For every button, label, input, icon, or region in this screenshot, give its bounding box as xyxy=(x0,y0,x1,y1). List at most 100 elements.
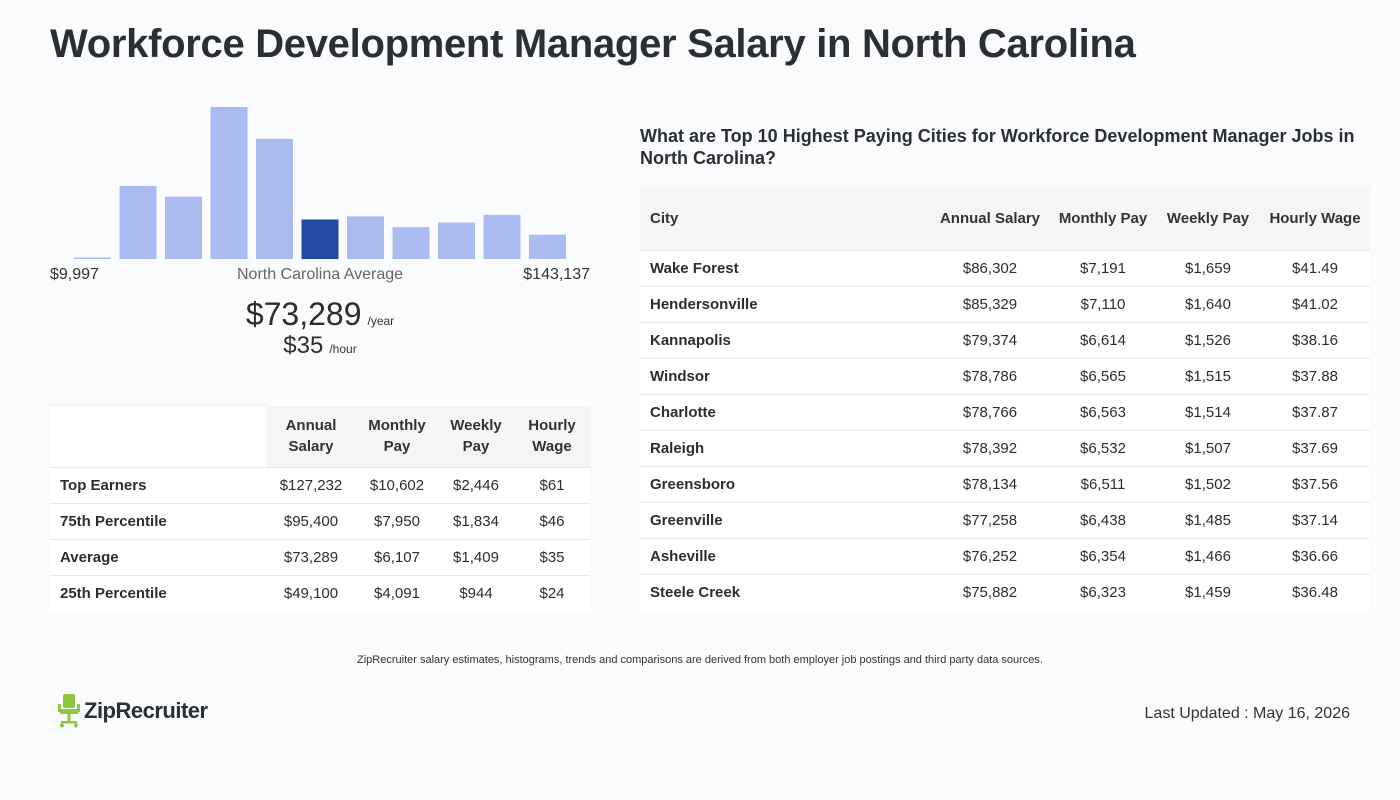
percentile-cell: $35 xyxy=(514,539,590,576)
city-name: Wake Forest xyxy=(640,249,930,286)
city-cell: $85,329 xyxy=(930,285,1050,322)
percentile-cell: $24 xyxy=(514,575,590,612)
cities-header-monthly: Monthly Pay xyxy=(1050,188,1156,250)
percentile-header-hourly: Hourly Wage xyxy=(514,405,590,468)
percentile-cell: $6,107 xyxy=(356,539,438,576)
city-cell: $75,882 xyxy=(930,573,1050,610)
percentile-cell: $4,091 xyxy=(356,575,438,612)
city-cell: $1,640 xyxy=(1156,285,1260,322)
city-cell: $36.66 xyxy=(1260,537,1370,574)
ziprecruiter-logo[interactable]: ZipRecruiter xyxy=(58,694,208,728)
logo-text: ZipRecruiter xyxy=(84,698,208,723)
city-cell: $6,532 xyxy=(1050,429,1156,466)
disclaimer: ZipRecruiter salary estimates, histogram… xyxy=(357,654,1043,666)
city-row: Greensboro $78,134 $6,511 $1,502 $37.56 xyxy=(640,465,1370,502)
city-row: Greenville $77,258 $6,438 $1,485 $37.14 xyxy=(640,501,1370,538)
percentile-cell: $49,100 xyxy=(266,575,356,612)
city-row: Steele Creek $75,882 $6,323 $1,459 $36.48 xyxy=(640,573,1370,610)
percentile-row-label: 25th Percentile xyxy=(50,575,266,612)
city-cell: $6,438 xyxy=(1050,501,1156,538)
city-row: Kannapolis $79,374 $6,614 $1,526 $38.16 xyxy=(640,321,1370,358)
histogram-average-label: North Carolina Average xyxy=(236,266,404,283)
city-cell: $6,614 xyxy=(1050,321,1156,358)
histogram-bar xyxy=(483,214,521,259)
histogram-bar xyxy=(529,234,566,259)
city-cell: $41.49 xyxy=(1260,249,1370,286)
histogram-max-label: $143,137 xyxy=(523,266,590,283)
annual-average: $73,289/year xyxy=(50,296,590,333)
percentile-cell: $61 xyxy=(514,467,590,504)
city-cell: $1,514 xyxy=(1156,393,1260,430)
annual-unit: /year xyxy=(367,314,395,328)
city-cell: $76,252 xyxy=(930,537,1050,574)
city-cell: $7,110 xyxy=(1050,285,1156,322)
cities-header-city: City xyxy=(640,188,930,250)
city-row: Asheville $76,252 $6,354 $1,466 $36.66 xyxy=(640,537,1370,574)
percentile-cell: $127,232 xyxy=(266,467,356,504)
city-cell: $37.14 xyxy=(1260,501,1370,538)
percentile-table-body: Top Earners $127,232 $10,602 $2,446 $61 75th … xyxy=(50,467,590,612)
cities-header-weekly: Weekly Pay xyxy=(1156,188,1260,250)
city-cell: $36.48 xyxy=(1260,573,1370,610)
city-cell: $1,466 xyxy=(1156,537,1260,574)
city-cell: $1,459 xyxy=(1156,573,1260,610)
cities-header-hourly: Hourly Wage xyxy=(1260,188,1370,250)
cities-table: City Annual Salary Monthly Pay Weekly Pa… xyxy=(640,188,1370,610)
city-name: Asheville xyxy=(640,537,930,574)
city-cell: $78,766 xyxy=(930,393,1050,430)
city-cell: $6,511 xyxy=(1050,465,1156,502)
percentile-header-annual: Annual Salary xyxy=(266,405,356,468)
percentile-cell: $1,834 xyxy=(438,503,514,540)
city-row: Raleigh $78,392 $6,532 $1,507 $37.69 xyxy=(640,429,1370,466)
city-cell: $78,786 xyxy=(930,357,1050,394)
histogram-chart xyxy=(74,107,566,259)
percentile-row-label: 75th Percentile xyxy=(50,503,266,540)
page-title: Workforce Development Manager Salary in … xyxy=(50,22,1136,66)
percentile-header-blank xyxy=(50,405,266,468)
city-cell: $1,526 xyxy=(1156,321,1260,358)
percentile-row: Average $73,289 $6,107 $1,409 $35 xyxy=(50,539,590,576)
city-name: Steele Creek xyxy=(640,573,930,610)
city-cell: $77,258 xyxy=(930,501,1050,538)
chair-icon xyxy=(58,694,80,728)
percentile-cell: $7,950 xyxy=(356,503,438,540)
hourly-average: $35/hour xyxy=(50,332,590,360)
percentile-row: Top Earners $127,232 $10,602 $2,446 $61 xyxy=(50,467,590,504)
city-row: Wake Forest $86,302 $7,191 $1,659 $41.49 xyxy=(640,249,1370,286)
city-name: Charlotte xyxy=(640,393,930,430)
city-cell: $37.69 xyxy=(1260,429,1370,466)
city-cell: $1,502 xyxy=(1156,465,1260,502)
histogram-bar xyxy=(210,107,248,259)
city-name: Greensboro xyxy=(640,465,930,502)
percentile-header-monthly: Monthly Pay xyxy=(356,405,438,468)
percentile-row: 25th Percentile $49,100 $4,091 $944 $24 xyxy=(50,575,590,612)
histogram-bar xyxy=(165,196,202,259)
histogram-bar xyxy=(347,216,384,259)
hourly-unit: /hour xyxy=(329,342,357,356)
histogram-bar xyxy=(392,227,430,259)
city-name: Greenville xyxy=(640,501,930,538)
percentile-table: Annual Salary Monthly Pay Weekly Pay Hou… xyxy=(50,405,590,612)
percentile-cell: $10,602 xyxy=(356,467,438,504)
city-name: Kannapolis xyxy=(640,321,930,358)
city-cell: $78,392 xyxy=(930,429,1050,466)
cities-heading: What are Top 10 Highest Paying Cities fo… xyxy=(640,126,1355,168)
percentile-header-weekly: Weekly Pay xyxy=(438,405,514,468)
histogram-bar xyxy=(119,186,157,259)
city-cell: $86,302 xyxy=(930,249,1050,286)
histogram-bar xyxy=(256,138,293,259)
percentile-row: 75th Percentile $95,400 $7,950 $1,834 $46 xyxy=(50,503,590,540)
city-cell: $1,659 xyxy=(1156,249,1260,286)
city-name: Raleigh xyxy=(640,429,930,466)
percentile-cell: $46 xyxy=(514,503,590,540)
last-updated: Last Updated : May 16, 2026 xyxy=(1144,705,1350,722)
cities-header-annual: Annual Salary xyxy=(930,188,1050,250)
city-cell: $1,507 xyxy=(1156,429,1260,466)
city-cell: $6,563 xyxy=(1050,393,1156,430)
percentile-row-label: Top Earners xyxy=(50,467,266,504)
city-name: Windsor xyxy=(640,357,930,394)
histogram-bar-average xyxy=(301,219,339,259)
city-row: Charlotte $78,766 $6,563 $1,514 $37.87 xyxy=(640,393,1370,430)
city-cell: $79,374 xyxy=(930,321,1050,358)
city-cell: $6,354 xyxy=(1050,537,1156,574)
